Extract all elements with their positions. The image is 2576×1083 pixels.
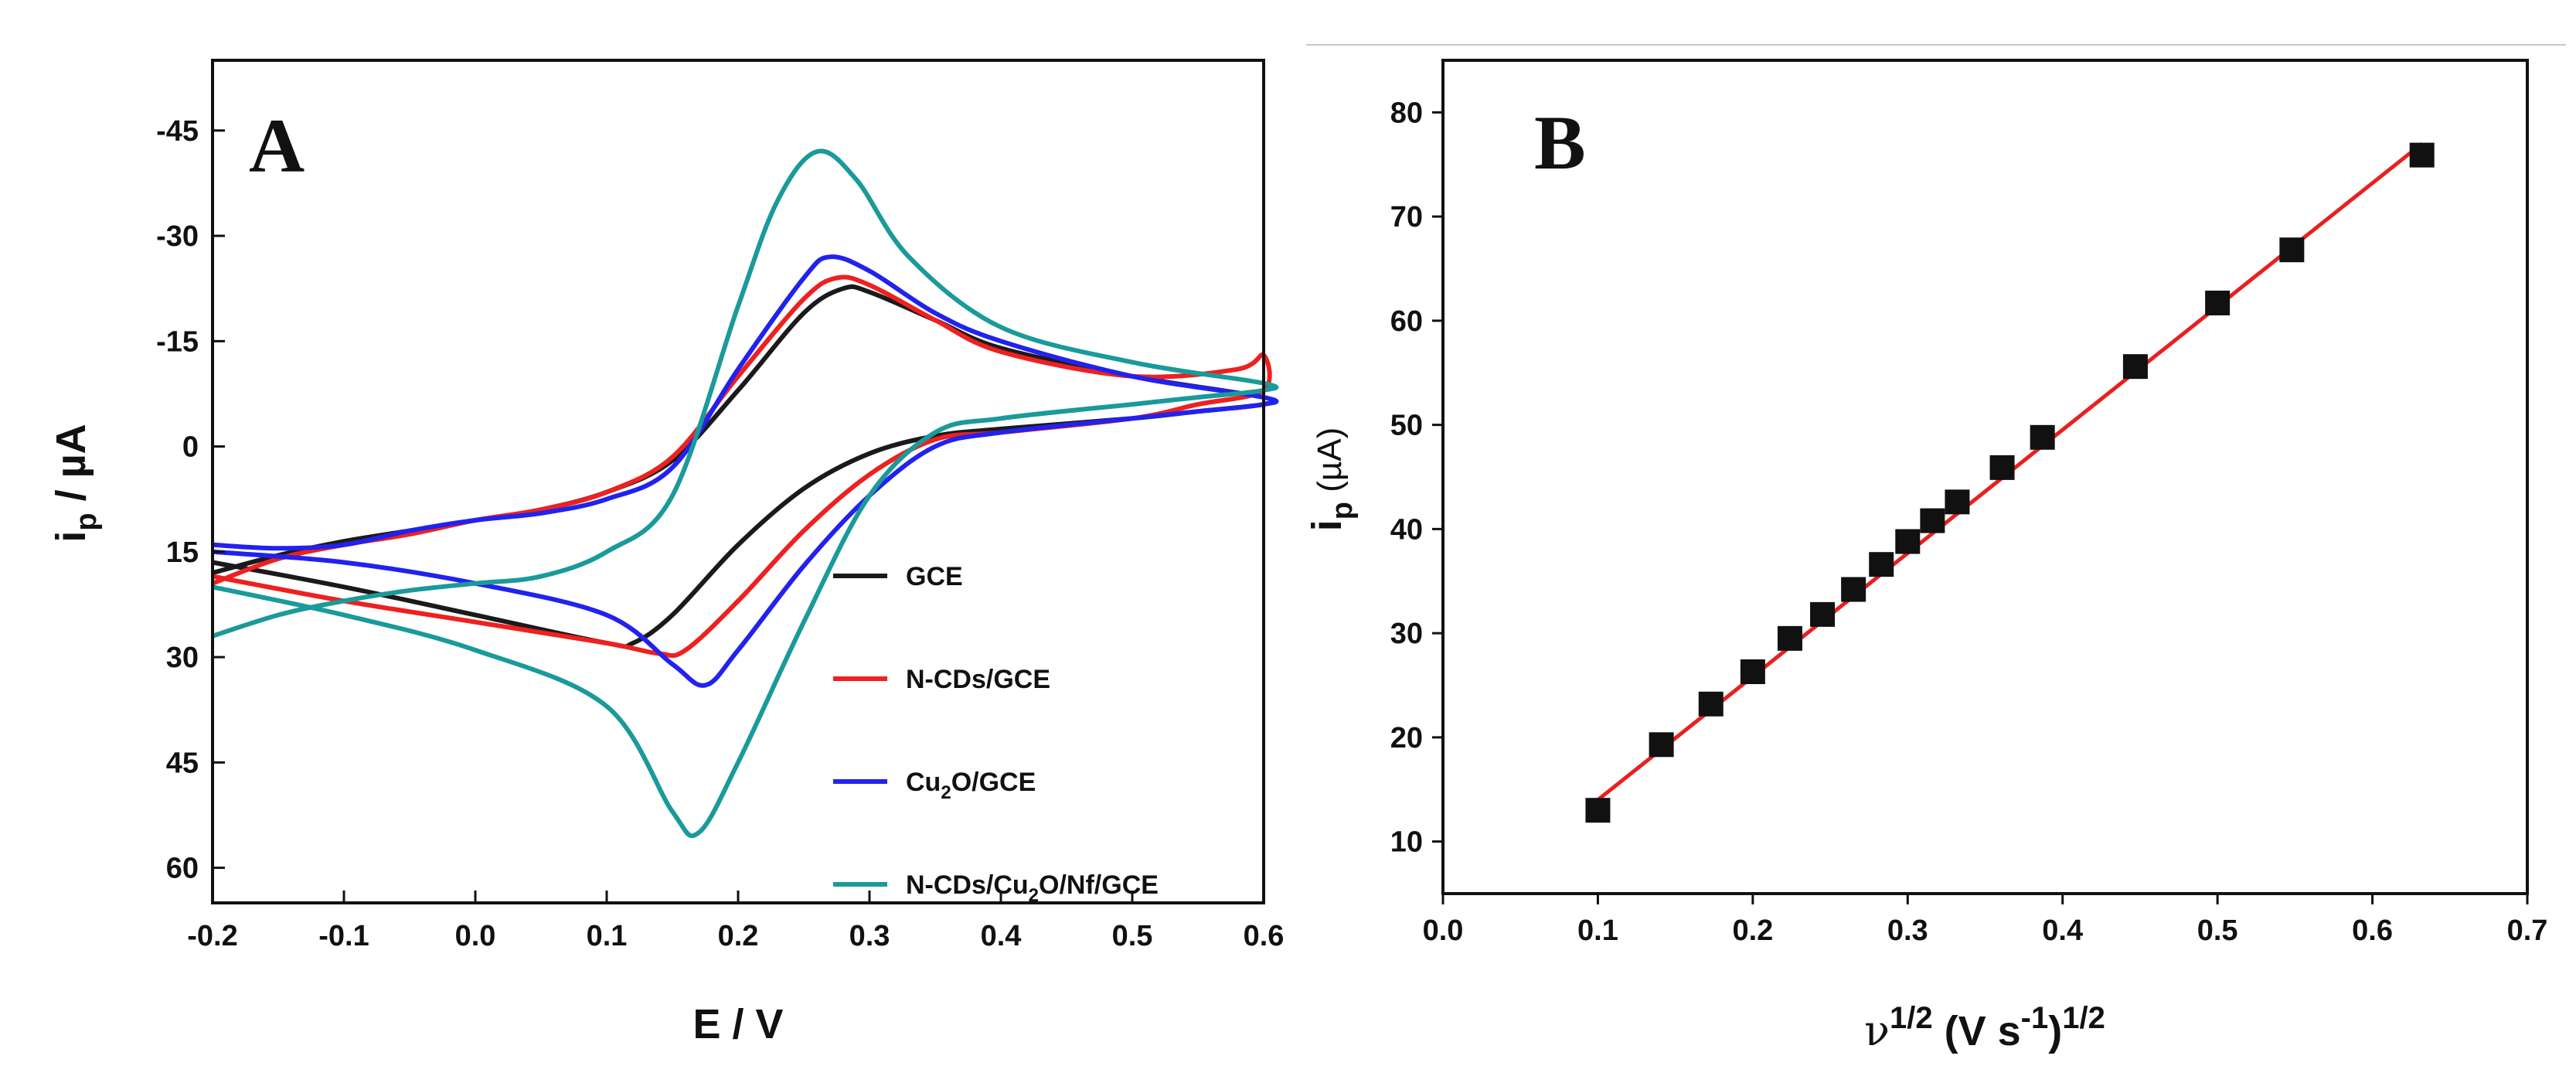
panel-b-xlabel: ν1/2 (V s-1)1/2	[1864, 1001, 2105, 1055]
panel-a-ytick-label: -15	[156, 325, 199, 358]
panel-a-xtick-label: -0.2	[187, 920, 237, 952]
panel-b-points	[1585, 142, 2435, 823]
panel-b-point	[2030, 424, 2055, 450]
panel-a-ylabel: ip / µA	[48, 424, 103, 542]
panel-b-ytick-label: 60	[1390, 305, 1423, 338]
panel-b: 0.0 0.1 0.2 0.3 0.4 0.5 0.6 0.7 10 20 30 40 50 60 70 8…	[1304, 59, 2548, 1055]
panel-b-ytick-label: 50	[1390, 410, 1423, 442]
panel-b-point	[2279, 237, 2305, 263]
panel-a-legend-label: Cu2O/GCE	[906, 768, 1036, 803]
panel-a-ylabel-sub: p	[70, 513, 103, 530]
panel-b-point	[1740, 659, 1765, 684]
panel-a-xtick-label: 0.4	[981, 920, 1022, 952]
panel-b-point	[1841, 577, 1866, 602]
panel-b-ylabel-unit: (µA)	[1311, 427, 1349, 502]
panel-b-xtick-label: 0.6	[2352, 914, 2393, 947]
panel-a-series-line-1	[211, 274, 1272, 659]
panel-a-ytick-label: -45	[156, 115, 199, 148]
panel-b-xtick-label: 0.3	[1887, 914, 1928, 947]
panel-b-point	[2122, 354, 2148, 380]
panel-b-ytick-label: 80	[1390, 97, 1423, 129]
panel-a-xtick-label: 0.5	[1112, 920, 1153, 952]
panel-a-series-line-3	[212, 148, 1279, 839]
panel-b-point	[1649, 732, 1674, 758]
panel-b-ylabel: ip (µA)	[1304, 427, 1359, 531]
panel-a-legend-label: N-CDs/GCE	[906, 665, 1050, 694]
panel-a-xtick-label: 0.0	[455, 920, 496, 952]
panel-a-legend-label: N-CDs/Cu2O/Nf/GCE	[906, 870, 1159, 906]
panel-b-frame	[1441, 59, 2529, 895]
panel-a-series	[211, 148, 1279, 839]
panel-b-xtick-label: 0.4	[2042, 914, 2083, 947]
panel-a-ytick-label: 45	[166, 747, 199, 779]
panel-a-ylabel-unit: / µA	[48, 424, 94, 513]
panel-b-point	[1989, 455, 2015, 480]
panel-a-xtick-label: 0.1	[587, 920, 628, 952]
panel-a-ytick-label: 60	[166, 853, 199, 885]
panel-b-xtick-label: 0.5	[2197, 914, 2238, 947]
panel-b-point	[1698, 691, 1724, 717]
panel-b-ylabel-main: i	[1304, 519, 1350, 531]
panel-b-point	[1585, 798, 1611, 823]
panel-b-xtick-label: 0.0	[1423, 914, 1464, 947]
panel-b-point	[1869, 552, 1894, 577]
panel-b-point	[2409, 142, 2435, 168]
panel-a-frame	[211, 59, 1265, 904]
panel-b-ytick-label: 70	[1390, 201, 1423, 233]
panel-a-ytick-label: -30	[156, 220, 199, 253]
panel-a-xtick-label: -0.1	[318, 920, 369, 952]
panel-a-ytick-label: 0	[182, 431, 199, 464]
panel-b-point	[1777, 625, 1802, 651]
panel-b-point	[2205, 290, 2231, 315]
panel-b-xtick-label: 0.1	[1577, 914, 1618, 947]
panel-a-xtick-label: 0.6	[1244, 920, 1285, 952]
panel-a-ytick-label: 15	[166, 536, 199, 569]
panel-b-xtick-label: 0.2	[1732, 914, 1773, 947]
panel-a: -0.2 -0.1 0.0 0.1 0.2 0.3 0.4 0.5 0.6 -45 -30 -15 0…	[48, 59, 1285, 1047]
panel-b-ytick-label: 30	[1390, 618, 1423, 650]
panel-a-xtick-label: 0.3	[849, 920, 890, 952]
panel-a-ylabel-main: i	[48, 531, 94, 543]
panel-a-series-line-2	[212, 254, 1279, 688]
panel-b-ytick-label: 40	[1390, 513, 1423, 546]
panel-b-ytick-label: 20	[1390, 722, 1423, 754]
panel-b-ylabel-sub: p	[1326, 502, 1359, 519]
panel-b-point	[1945, 489, 1970, 515]
panel-b-point	[1920, 508, 1945, 533]
panel-b-letter: B	[1534, 100, 1586, 186]
panel-a-xlabel: E / V	[692, 1001, 783, 1047]
panel-b-point	[1895, 529, 1921, 554]
panel-a-xtick-label: 0.2	[718, 920, 759, 952]
panel-a-legend-label: GCE	[906, 562, 963, 591]
panel-a-letter: A	[249, 103, 305, 189]
panel-b-ytick-label: 10	[1390, 826, 1423, 859]
panel-a-legend: GCE N-CDs/GCE Cu2O/GCE N-CDs/Cu2O/Nf/GCE	[833, 562, 1159, 906]
panel-a-ytick-label: 30	[166, 642, 199, 674]
panel-b-xtick-label: 0.7	[2507, 914, 2548, 947]
panel-b-point	[1810, 601, 1836, 627]
